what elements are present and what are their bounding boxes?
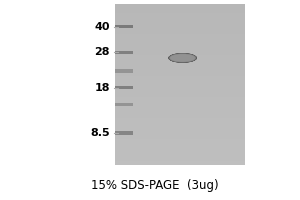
Bar — [115, 25, 133, 28]
Ellipse shape — [170, 54, 196, 62]
Bar — [115, 103, 133, 106]
Ellipse shape — [168, 53, 197, 63]
Ellipse shape — [169, 54, 196, 62]
Text: 18: 18 — [94, 83, 110, 93]
Ellipse shape — [169, 54, 196, 62]
Bar — [115, 86, 133, 89]
Ellipse shape — [169, 53, 197, 63]
Bar — [115, 51, 133, 54]
Ellipse shape — [169, 54, 196, 62]
Text: 15% SDS-PAGE  (3ug): 15% SDS-PAGE (3ug) — [91, 178, 219, 192]
Text: 40: 40 — [94, 22, 110, 32]
Ellipse shape — [170, 54, 195, 62]
Ellipse shape — [169, 54, 196, 62]
Ellipse shape — [169, 54, 196, 62]
Ellipse shape — [169, 54, 196, 62]
Ellipse shape — [170, 54, 195, 62]
Ellipse shape — [169, 53, 196, 62]
Ellipse shape — [169, 53, 196, 62]
Ellipse shape — [170, 54, 195, 62]
Ellipse shape — [169, 53, 196, 63]
Ellipse shape — [170, 54, 195, 62]
Text: 8.5: 8.5 — [90, 128, 110, 138]
Text: 28: 28 — [94, 47, 110, 57]
Ellipse shape — [168, 53, 197, 63]
Ellipse shape — [169, 53, 196, 62]
Ellipse shape — [169, 54, 196, 62]
Ellipse shape — [170, 54, 195, 62]
Bar — [115, 131, 133, 135]
Ellipse shape — [169, 53, 196, 63]
Ellipse shape — [170, 54, 195, 62]
Ellipse shape — [169, 53, 196, 63]
Bar — [115, 69, 133, 73]
Ellipse shape — [170, 54, 195, 62]
